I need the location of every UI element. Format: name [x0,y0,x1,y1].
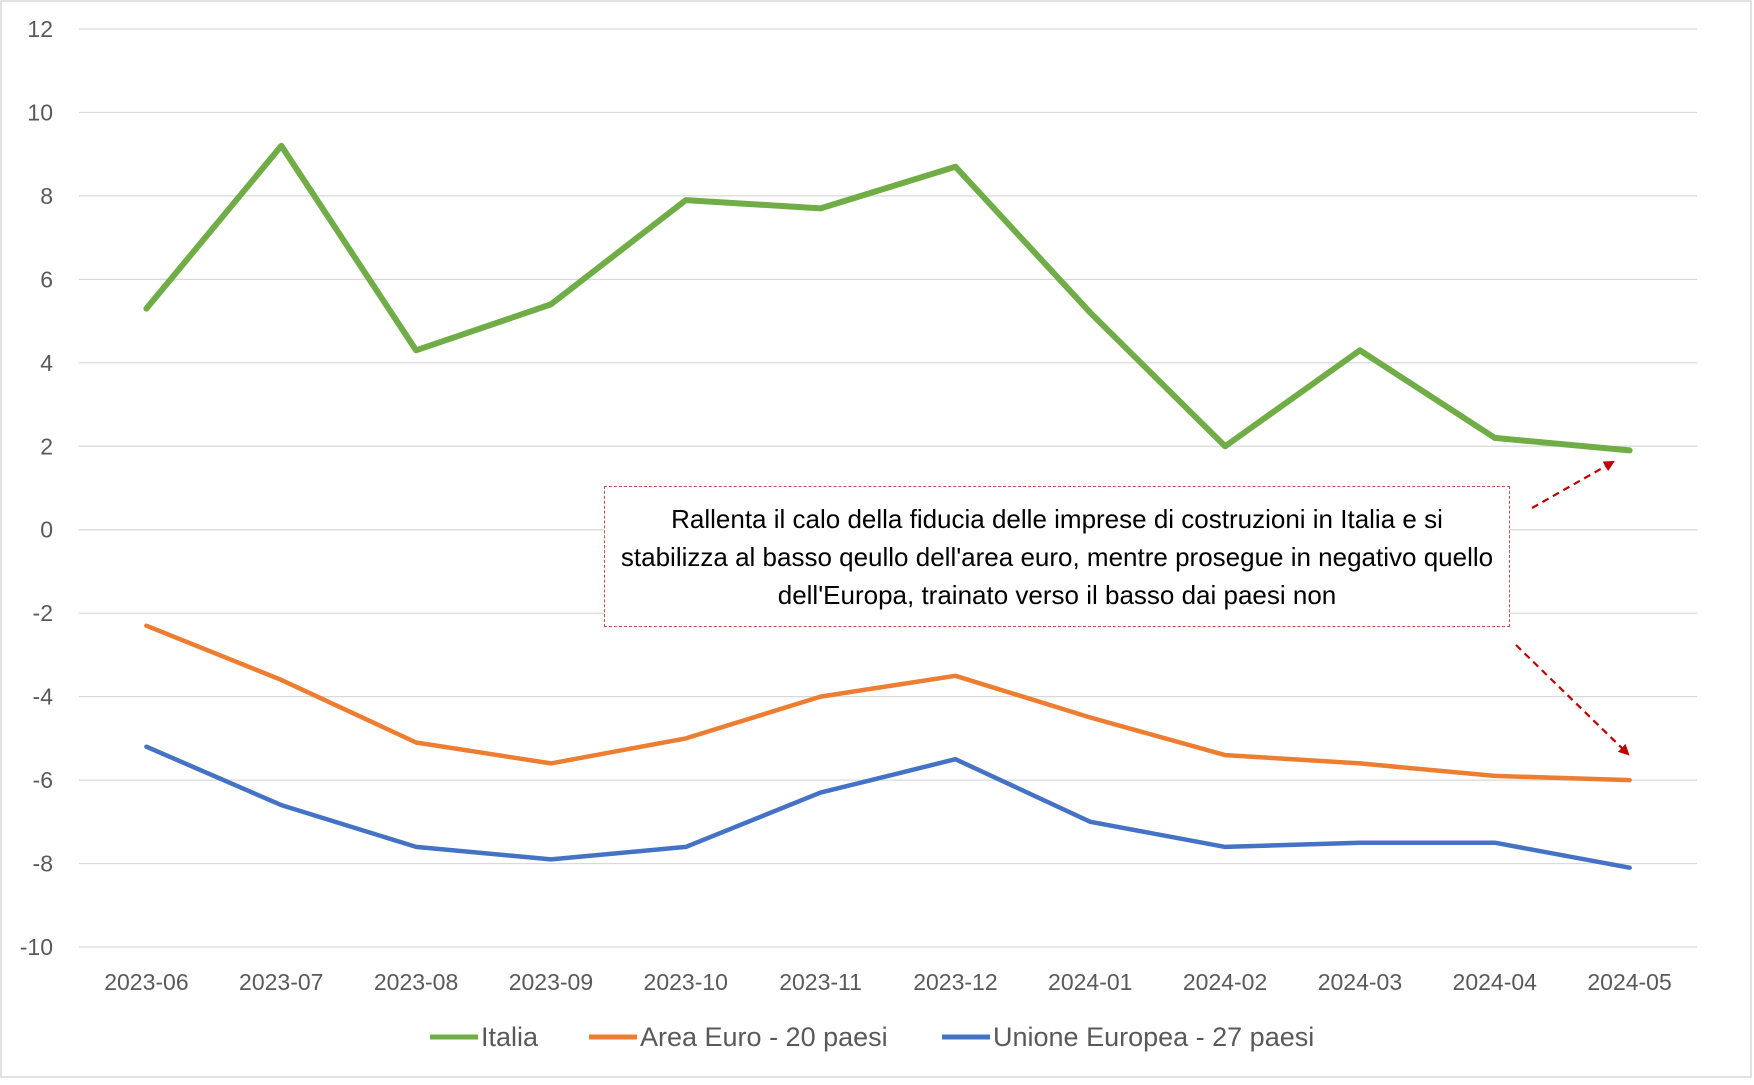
data-point-area-euro-20-paesi [1359,762,1361,764]
data-point-italia [415,349,417,351]
annotation-arrows [1515,460,1630,756]
data-point-italia [1224,445,1226,447]
x-tick-label: 2023-08 [374,969,458,995]
y-tick-label: 10 [27,99,53,125]
y-tick-label: -6 [33,767,53,793]
x-tick-label: 2023-09 [509,969,593,995]
annotation-arrow-europe [1515,644,1630,756]
series-line-area-euro-20-paesi [144,623,1632,783]
series-lines [143,142,1633,870]
x-tick-label: 2024-05 [1587,969,1671,995]
x-tick-label: 2024-01 [1048,969,1132,995]
y-tick-label: 4 [40,350,53,376]
x-tick-label: 2024-03 [1318,969,1402,995]
annotation-text: Rallenta il calo della fiducia delle imp… [620,503,1494,610]
y-tick-label: 0 [40,517,53,543]
data-point-unione-europea-27-paesi [820,792,822,794]
data-point-unione-europea-27-paesi [280,804,282,806]
x-axis-tick-labels: 2023-06 2023-07 2023-08 2023-09 2023-10 2023-… [104,969,1672,995]
series-line-italia [143,142,1633,454]
data-point-italia [280,145,282,147]
data-point-area-euro-20-paesi [820,696,822,698]
y-axis-tick-labels: 12 10 8 6 4 2 0 -2 -4 -6 -8 -10 [20,16,53,960]
data-point-area-euro-20-paesi [1224,754,1226,756]
y-tick-label: -8 [33,851,53,877]
data-point-unione-europea-27-paesi [1089,821,1091,823]
x-tick-label: 2023-11 [779,969,862,995]
data-point-area-euro-20-paesi [954,675,956,677]
data-point-unione-europea-27-paesi [1494,842,1496,844]
data-point-italia [1089,312,1091,314]
data-point-unione-europea-27-paesi [415,846,417,848]
x-tick-label: 2023-12 [913,969,997,995]
legend-label-unione-europea-27-paesi: Unione Europea - 27 paesi [993,1022,1314,1052]
data-point-italia [1494,437,1496,439]
x-tick-label: 2023-10 [644,969,728,995]
y-tick-label: 2 [40,433,53,459]
x-tick-label: 2023-06 [104,969,188,995]
data-point-unione-europea-27-paesi [1629,867,1631,869]
y-tick-label: -10 [20,934,53,960]
x-tick-label: 2024-04 [1453,969,1538,995]
data-point-unione-europea-27-paesi [550,858,552,860]
data-point-unione-europea-27-paesi [1359,842,1361,844]
x-tick-label: 2023-07 [239,969,323,995]
y-tick-label: 12 [27,16,53,42]
legend-label-area-euro-20-paesi: Area Euro - 20 paesi [640,1022,888,1052]
data-point-unione-europea-27-paesi [954,758,956,760]
data-point-italia [954,166,956,168]
data-point-unione-europea-27-paesi [685,846,687,848]
data-point-italia [550,303,552,305]
y-tick-label: -4 [33,684,54,710]
data-point-area-euro-20-paesi [280,679,282,681]
data-point-italia [1359,349,1361,351]
data-point-italia [685,199,687,201]
data-point-unione-europea-27-paesi [1224,846,1226,848]
data-point-area-euro-20-paesi [1089,717,1091,718]
data-point-area-euro-20-paesi [1629,779,1631,781]
data-point-area-euro-20-paesi [685,737,687,739]
data-point-unione-europea-27-paesi [145,746,147,748]
y-tick-label: 6 [40,266,53,292]
legend: Italia Area Euro - 20 paesi Unione Europea… [430,1022,1314,1052]
data-point-italia [820,207,822,209]
data-point-area-euro-20-paesi [415,742,417,744]
annotation-box: Rallenta il calo della fiducia delle imp… [604,486,1510,627]
data-point-area-euro-20-paesi [550,762,552,764]
x-tick-label: 2024-02 [1183,969,1267,995]
y-tick-label: -2 [33,600,53,626]
data-point-area-euro-20-paesi [145,625,147,627]
data-point-italia [1629,449,1631,451]
series-line-unione-europea-27-paesi [144,744,1632,870]
legend-label-italia: Italia [481,1022,539,1052]
y-tick-label: 8 [40,183,53,209]
data-point-area-euro-20-paesi [1494,775,1496,777]
data-point-italia [145,308,147,310]
annotation-arrow-italia [1531,460,1615,509]
